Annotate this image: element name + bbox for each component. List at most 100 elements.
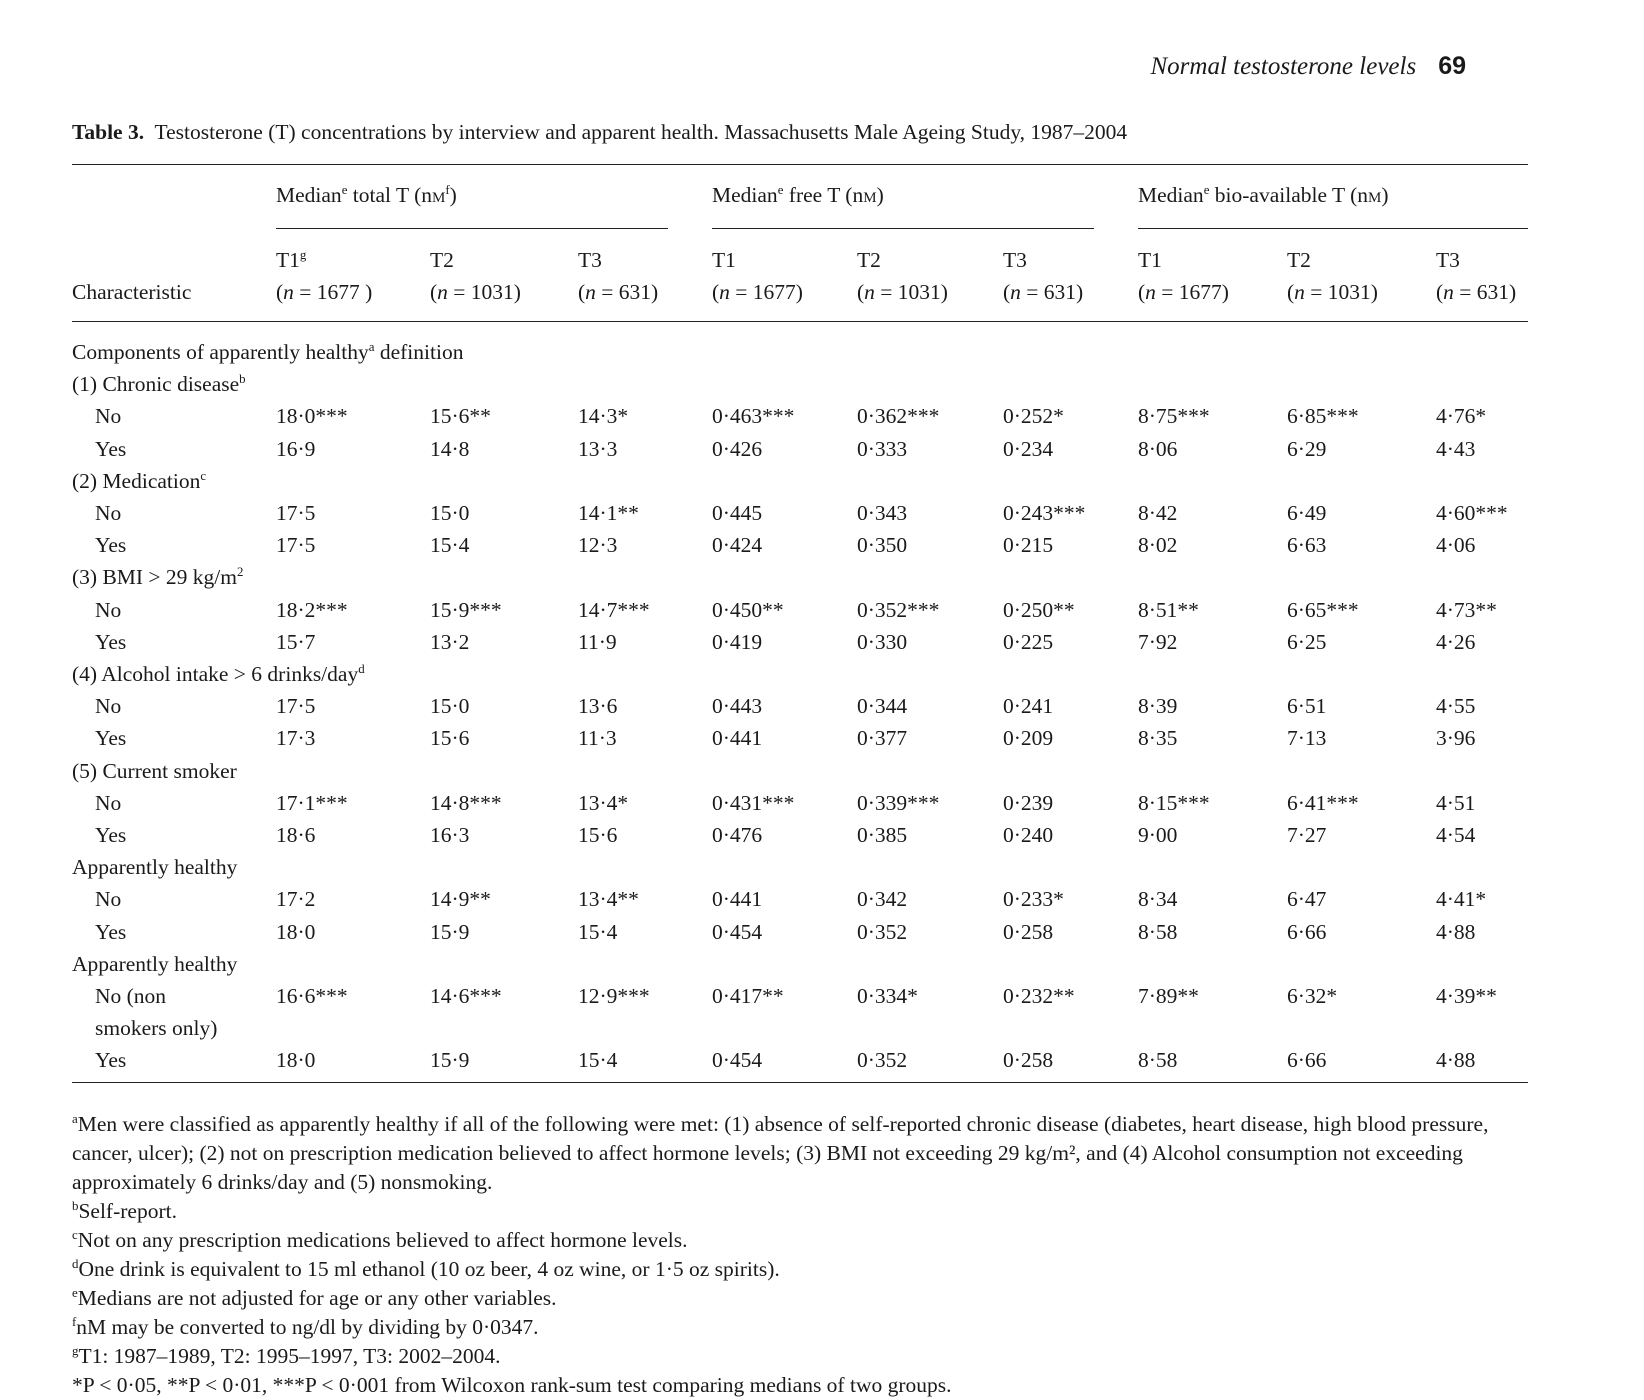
column-group-header: Mediane free T (nm) — [712, 182, 884, 207]
row-section-label: Components of apparently healthya defini… — [72, 339, 464, 364]
table-cell: 6·25 — [1287, 629, 1327, 654]
table-cell: 15·4 — [430, 533, 470, 558]
table-cell: 0·454 — [712, 919, 763, 944]
table-cell: 9·00 — [1138, 823, 1178, 847]
row-section-label: (5) Current smoker — [72, 758, 237, 783]
row-label: Yes — [95, 919, 127, 944]
row-section-label: (3) BMI > 29 kg/m2 — [72, 565, 244, 590]
table-cell: 0·258 — [1003, 919, 1054, 944]
table-cell: 4·06 — [1436, 533, 1476, 558]
table-cell: 4·51 — [1436, 790, 1476, 815]
column-group-rule — [1138, 228, 1528, 229]
table-cell: 13·4** — [578, 887, 639, 912]
column-header: T2 — [430, 248, 454, 272]
row-label: No (non — [95, 984, 167, 1008]
row-label: No — [95, 404, 122, 429]
table-cell: 13·2 — [430, 629, 470, 654]
table-cell: 8·34 — [1138, 887, 1178, 912]
table-caption-text: Testosterone (T) concentrations by inter… — [154, 120, 1128, 144]
table-cell: 4·88 — [1436, 919, 1476, 944]
table-cell: 18·0 — [276, 919, 316, 944]
table-cell: 12·3 — [578, 533, 618, 558]
table-cell: 14·9** — [430, 887, 491, 912]
table-cell: 18·6 — [276, 823, 316, 847]
table-cell: 14·7*** — [578, 597, 650, 622]
column-n: (n = 1031) — [857, 280, 948, 304]
column-n: (n = 631) — [578, 280, 659, 304]
table-cell: 0·441 — [712, 726, 763, 751]
table-cell: 7·89** — [1138, 984, 1199, 1008]
table-cell: 6·41*** — [1287, 790, 1359, 815]
table-cell: 17·2 — [276, 887, 316, 912]
column-n: (n = 1677) — [712, 280, 803, 304]
table-cell: 6·85*** — [1287, 404, 1359, 429]
footnote: gT1: 1987–1989, T2: 1995–1997, T3: 2002–… — [72, 1343, 501, 1368]
column-group-header: Mediane bio-available T (nm) — [1138, 182, 1389, 207]
table-cell: 4·54 — [1436, 823, 1476, 847]
table-cell: 0·234 — [1003, 436, 1054, 461]
row-label: smokers only) — [95, 1016, 218, 1041]
table-cell: 0·330 — [857, 629, 908, 654]
column-n: (n = 1677) — [1138, 280, 1229, 304]
table-cell: 15·4 — [578, 919, 618, 944]
table-cell: 6·49 — [1287, 501, 1327, 525]
table-cell: 0·215 — [1003, 533, 1054, 558]
table-cell: 8·39 — [1138, 694, 1178, 719]
table-cell: 0·258 — [1003, 1048, 1054, 1073]
table-cell: 7·13 — [1287, 726, 1327, 751]
table-cell: 0·233* — [1003, 887, 1064, 912]
running-head: Normal testosterone levels 69 — [1150, 52, 1466, 81]
table-cell: 0·417** — [712, 984, 784, 1008]
table-cell: 6·32* — [1287, 984, 1338, 1008]
table-cell: 0·243*** — [1003, 501, 1086, 525]
column-group-rule — [712, 228, 1094, 229]
table-cell: 0·239 — [1003, 790, 1054, 815]
column-header: T1g — [276, 247, 307, 272]
table-cell: 14·1** — [578, 501, 639, 525]
footnote: *P < 0·05, **P < 0·01, ***P < 0·001 from… — [72, 1373, 952, 1397]
column-n: (n = 1677 ) — [276, 280, 373, 304]
row-label: No — [95, 501, 122, 525]
table-cell: 11·3 — [578, 726, 617, 751]
table-cell: 7·92 — [1138, 629, 1178, 654]
table-cell: 0·209 — [1003, 726, 1054, 751]
table-cell: 8·75*** — [1138, 404, 1210, 429]
column-group-rule — [276, 228, 668, 229]
table-cell: 0·344 — [857, 694, 908, 719]
table-cell: 8·15*** — [1138, 790, 1210, 815]
table-cell: 0·385 — [857, 823, 908, 847]
table-cell: 0·240 — [1003, 823, 1054, 847]
table-cell: 15·0 — [430, 694, 470, 719]
table-cell: 0·352 — [857, 1048, 908, 1073]
table-cell: 15·0 — [430, 501, 470, 525]
table-cell: 0·463*** — [712, 404, 795, 429]
table-cell: 7·27 — [1287, 823, 1327, 847]
table-cell: 17·5 — [276, 694, 316, 719]
table-cell: 8·42 — [1138, 501, 1178, 525]
table-cell: 4·60*** — [1436, 501, 1508, 525]
table-cell: 15·9 — [430, 1048, 470, 1073]
column-n: (n = 1031) — [430, 280, 521, 304]
table-footnotes: aMen were classified as apparently healt… — [72, 1110, 1542, 1400]
column-header: T2 — [857, 248, 881, 272]
table-cell: 0·334* — [857, 984, 918, 1008]
row-section-label: (1) Chronic diseaseb — [72, 372, 246, 397]
row-section-label: Apparently healthy — [72, 951, 238, 976]
column-header: T3 — [1003, 248, 1027, 272]
table-cell: 0·445 — [712, 501, 763, 525]
table-cell: 18·0*** — [276, 404, 348, 429]
footnote: fnM may be converted to ng/dl by dividin… — [72, 1314, 539, 1339]
table-cell: 4·55 — [1436, 694, 1476, 719]
table-cell: 0·377 — [857, 726, 908, 751]
table-cell: 6·51 — [1287, 694, 1327, 719]
column-header: T3 — [1436, 248, 1460, 272]
footnote: eMedians are not adjusted for age or any… — [72, 1285, 557, 1310]
page-number: 69 — [1438, 52, 1466, 80]
row-label: No — [95, 790, 122, 815]
table-cell: 0·476 — [712, 823, 763, 847]
table-cell: 17·5 — [276, 501, 316, 525]
table-cell: 0·342 — [857, 887, 908, 912]
table-cell: 15·4 — [578, 1048, 618, 1073]
table-cell: 0·450** — [712, 597, 784, 622]
